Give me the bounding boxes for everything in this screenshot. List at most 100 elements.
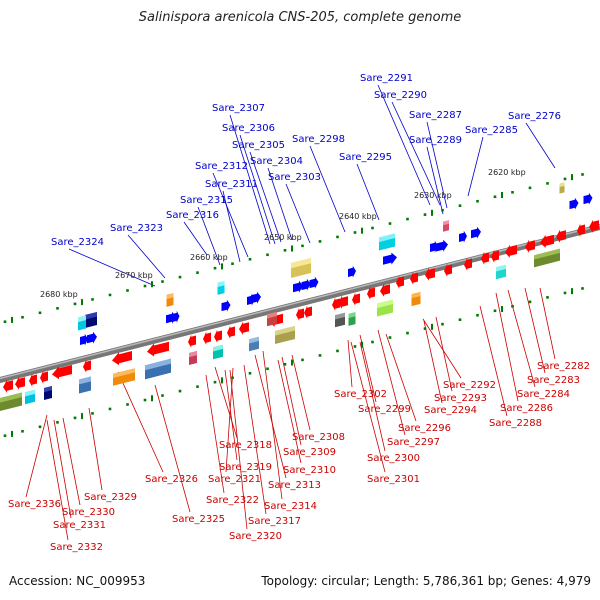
forward-gene-label: Sare_2305 xyxy=(232,140,285,151)
reverse-callout-line xyxy=(347,339,353,388)
tick-dot xyxy=(21,429,24,433)
reverse-gene-arrow xyxy=(112,350,132,366)
reverse-gene-arrow xyxy=(380,283,390,297)
forward-callout-line xyxy=(222,190,241,263)
forward-gene-label: Sare_2323 xyxy=(110,223,163,234)
tick-dot xyxy=(283,249,287,252)
reverse-gene-arrow xyxy=(481,251,489,265)
reverse-gene-label: Sare_2319 xyxy=(219,462,272,473)
reverse-gene-arrow xyxy=(491,249,499,263)
feature-block-shade xyxy=(275,325,295,336)
tick-dot xyxy=(91,412,94,415)
feature-block-shade xyxy=(213,344,223,352)
reverse-callout-line xyxy=(117,371,164,473)
forward-callout-line xyxy=(426,121,448,209)
tick-label: 2620 kbp xyxy=(488,168,526,177)
backbone-line xyxy=(0,223,600,384)
reverse-gene-arrow xyxy=(352,292,360,306)
tick-label: 2660 kbp xyxy=(190,253,228,262)
reverse-gene-label: Sare_2332 xyxy=(50,542,103,553)
tick-dot xyxy=(248,257,252,261)
reverse-gene-label: Sare_2325 xyxy=(172,514,225,525)
tick-dot xyxy=(441,208,444,212)
reverse-gene-arrow xyxy=(410,271,418,285)
reverse-gene-arrow xyxy=(540,234,554,248)
tick-dot xyxy=(406,217,409,221)
feature-block-shade xyxy=(44,385,52,393)
tick-dot xyxy=(423,327,427,330)
feature-block-shade xyxy=(25,389,35,397)
tick-dot xyxy=(563,291,567,295)
reverse-callout-line xyxy=(495,292,519,402)
reverse-gene-label: Sare_2331 xyxy=(53,520,106,531)
tick-dot xyxy=(213,380,217,384)
tick-dot xyxy=(388,336,392,339)
reverse-gene-arrow xyxy=(203,331,211,345)
forward-gene-arrow xyxy=(383,252,397,265)
reverse-gene-arrow xyxy=(29,373,37,387)
reverse-gene-label: Sare_2329 xyxy=(84,492,137,503)
feature-block-shade xyxy=(534,248,560,260)
forward-gene-label: Sare_2316 xyxy=(166,210,219,221)
forward-callout-line xyxy=(426,146,444,215)
map-title: Salinispora arenicola CNS-205, complete … xyxy=(138,10,462,25)
feature-block-shade xyxy=(85,311,97,320)
tick-dot xyxy=(493,195,497,199)
reverse-callout-line xyxy=(359,341,386,452)
tick-dot xyxy=(336,349,339,353)
reverse-gene-arrow xyxy=(83,359,91,373)
feature-block-shade xyxy=(377,299,393,309)
tick-dot xyxy=(283,363,287,366)
tick-dot xyxy=(318,354,322,357)
forward-callout-line xyxy=(212,172,249,258)
tick-dot xyxy=(161,280,164,283)
tick-dot xyxy=(371,226,374,230)
forward-gene-arrow xyxy=(583,192,593,205)
reverse-gene-arrow xyxy=(3,379,13,393)
reverse-gene-label: Sare_2294 xyxy=(424,405,477,416)
tick-dot xyxy=(336,235,339,239)
tick-dot xyxy=(91,298,94,301)
tick-dot xyxy=(143,284,147,288)
tick-dot xyxy=(231,262,234,266)
reverse-callout-line xyxy=(435,316,453,392)
tick-dot xyxy=(56,307,59,310)
tick-dot xyxy=(458,318,462,321)
tick-dot xyxy=(161,394,164,397)
tick-dot xyxy=(178,389,182,393)
reverse-gene-label: Sare_2321 xyxy=(208,474,261,485)
forward-gene-label: Sare_2291 xyxy=(360,73,413,84)
reverse-gene-arrow xyxy=(52,364,72,380)
feature-block-shade xyxy=(78,315,86,323)
reverse-gene-label: Sare_2288 xyxy=(489,418,542,429)
tick-dot xyxy=(353,345,357,348)
tick-dot xyxy=(301,244,304,248)
tick-dot xyxy=(493,309,497,313)
reverse-gene-arrow xyxy=(577,223,585,237)
reverse-gene-label: Sare_2336 xyxy=(8,499,61,510)
forward-gene-label: Sare_2304 xyxy=(250,156,303,167)
reverse-gene-label: Sare_2283 xyxy=(527,375,580,386)
tick-dot xyxy=(476,313,479,317)
feature-block-shade xyxy=(443,220,449,226)
forward-gene-arrow xyxy=(293,280,303,293)
forward-gene-arrow xyxy=(569,197,579,210)
tick-dot xyxy=(248,371,252,375)
reverse-callout-line xyxy=(377,329,406,436)
forward-callout-line xyxy=(197,206,221,266)
tick-dot xyxy=(353,231,357,234)
backbone-highlight xyxy=(0,224,600,380)
forward-gene-arrow xyxy=(430,240,438,253)
forward-gene-arrow xyxy=(471,226,481,239)
tick-dot xyxy=(511,191,514,194)
reverse-gene-arrow xyxy=(505,244,517,258)
feature-block-shade xyxy=(79,376,91,385)
tick-dot xyxy=(213,266,217,270)
forward-gene-label: Sare_2295 xyxy=(339,152,392,163)
reverse-callout-line xyxy=(88,407,103,491)
reverse-callout-line xyxy=(46,419,69,541)
reverse-gene-arrow xyxy=(338,295,348,309)
forward-callout-line xyxy=(183,221,208,256)
feature-block-shade xyxy=(348,312,356,319)
reverse-gene-label: Sare_2282 xyxy=(537,361,590,372)
